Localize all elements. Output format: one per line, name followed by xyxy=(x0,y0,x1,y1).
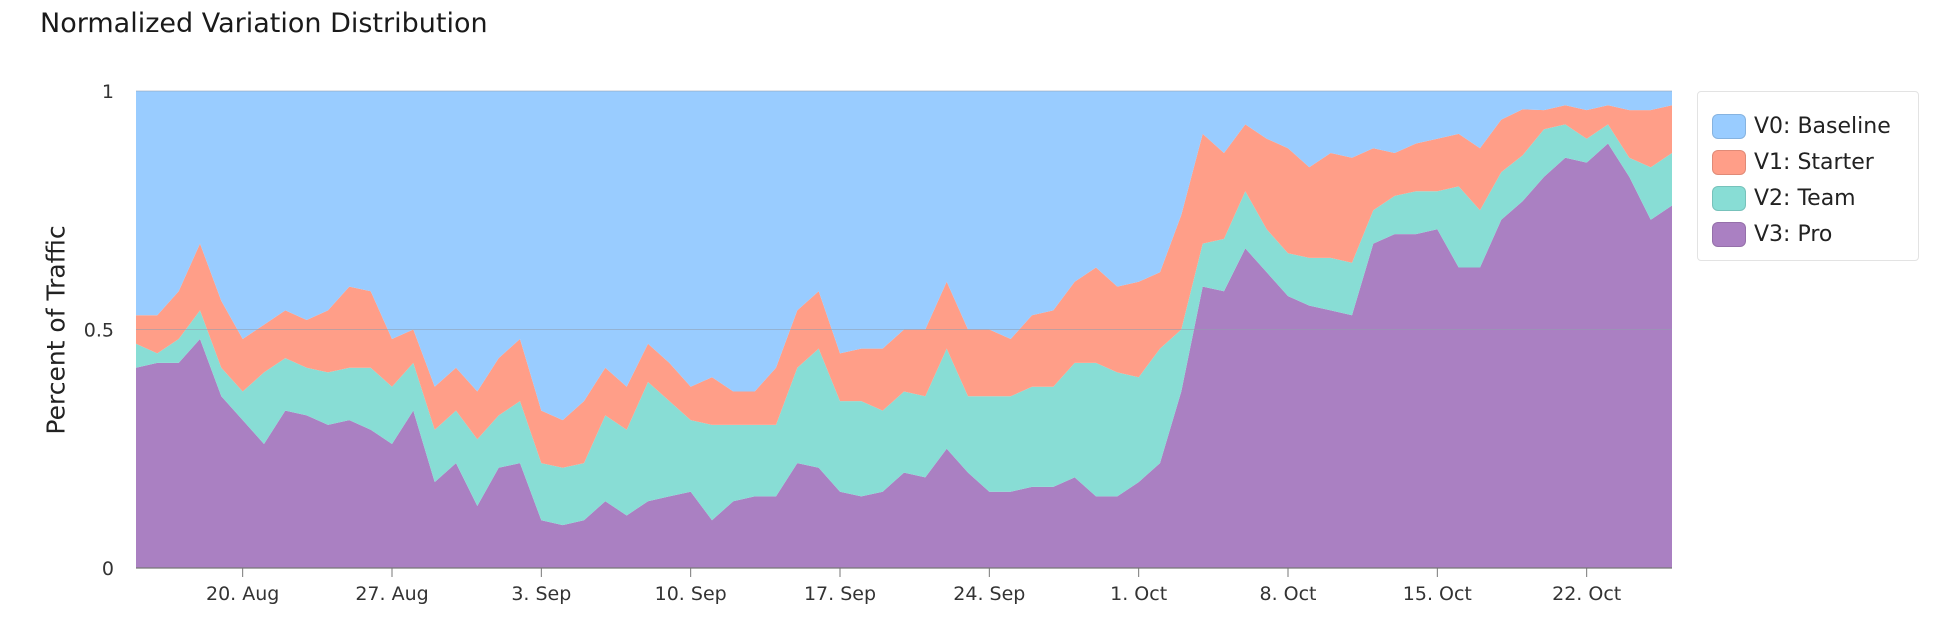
x-tick-label: 27. Aug xyxy=(355,583,428,605)
area-series-baseline xyxy=(136,91,1672,421)
x-tick-label: 22. Oct xyxy=(1552,583,1621,605)
legend: V0: Baseline V1: Starter V2: Team V3: Pro xyxy=(1697,91,1919,261)
x-tick-label: 24. Sep xyxy=(953,583,1025,605)
legend-swatch xyxy=(1712,113,1746,139)
x-tick-label: 3. Sep xyxy=(511,583,571,605)
x-tick-label: 20. Aug xyxy=(206,583,279,605)
x-tick-label: 17. Sep xyxy=(804,583,876,605)
chart-title: Normalized Variation Distribution xyxy=(40,8,488,39)
legend-swatch xyxy=(1712,221,1746,247)
legend-item-starter[interactable]: V1: Starter xyxy=(1712,144,1918,180)
legend-item-baseline[interactable]: V0: Baseline xyxy=(1712,108,1918,144)
legend-label: V2: Team xyxy=(1754,185,1856,211)
y-tick-label: 1 xyxy=(102,81,114,103)
legend-label: V1: Starter xyxy=(1754,149,1874,175)
x-tick-label: 10. Sep xyxy=(655,583,727,605)
legend-item-team[interactable]: V2: Team xyxy=(1712,180,1918,216)
area-series-pro xyxy=(136,143,1672,568)
legend-swatch xyxy=(1712,185,1746,211)
x-tick-label: 15. Oct xyxy=(1403,583,1472,605)
legend-label: V3: Pro xyxy=(1754,221,1833,247)
area-series-starter xyxy=(136,105,1672,468)
x-tick-label: 8. Oct xyxy=(1259,583,1316,605)
legend-item-pro[interactable]: V3: Pro xyxy=(1712,216,1918,252)
y-tick-label: 0 xyxy=(102,558,114,580)
legend-label: V0: Baseline xyxy=(1754,113,1891,139)
y-tick-label: 0.5 xyxy=(84,320,114,342)
x-tick-label: 1. Oct xyxy=(1110,583,1167,605)
legend-swatch xyxy=(1712,149,1746,175)
area-series-team xyxy=(136,124,1672,526)
